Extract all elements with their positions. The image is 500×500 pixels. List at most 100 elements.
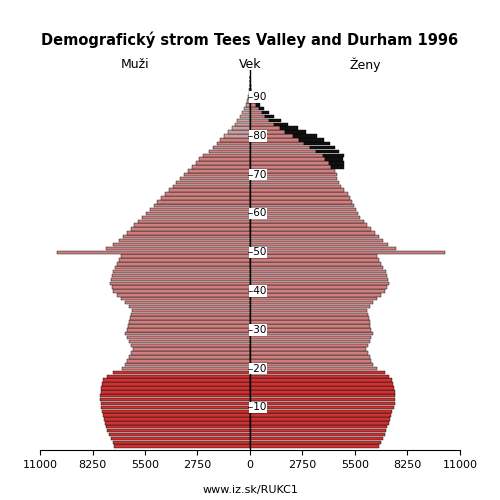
Bar (100, 398, 250, 402)
Bar (216, 142, 250, 146)
Bar (158, 200, 250, 203)
Bar (250, 444, 379, 448)
Bar (172, 184, 250, 188)
Bar (250, 320, 370, 324)
Bar (250, 425, 388, 428)
Bar (119, 258, 250, 262)
Bar (232, 126, 250, 130)
Bar (254, 100, 257, 102)
Bar (250, 348, 366, 351)
Bar (331, 165, 344, 168)
Bar (252, 96, 254, 99)
Bar (200, 158, 250, 161)
Bar (240, 115, 250, 118)
Bar (165, 192, 250, 196)
Bar (130, 320, 250, 324)
Bar (250, 390, 394, 394)
Bar (250, 224, 368, 227)
Bar (250, 103, 256, 106)
Bar (250, 312, 368, 316)
Bar (118, 293, 250, 296)
Bar (250, 192, 348, 196)
Text: 60: 60 (250, 208, 266, 218)
Bar (250, 382, 393, 386)
Text: Ženy: Ženy (349, 58, 381, 72)
Bar (246, 103, 250, 106)
Bar (250, 111, 262, 114)
Bar (238, 118, 250, 122)
Bar (310, 146, 335, 150)
Text: 50: 50 (250, 247, 266, 257)
Bar (129, 355, 250, 358)
Bar (250, 429, 386, 432)
Bar (250, 436, 382, 440)
Bar (132, 348, 250, 351)
Bar (250, 374, 388, 378)
Bar (250, 165, 331, 168)
Bar (250, 92, 252, 95)
Bar (250, 394, 396, 398)
Bar (250, 370, 385, 374)
Bar (274, 122, 288, 126)
Bar (102, 386, 250, 390)
Bar (154, 204, 250, 208)
Bar (250, 146, 310, 150)
Bar (250, 212, 358, 215)
Bar (262, 111, 269, 114)
Bar (250, 88, 251, 91)
Bar (259, 107, 264, 110)
Bar (129, 340, 250, 343)
Bar (250, 130, 286, 134)
Bar (250, 118, 269, 122)
Bar (250, 188, 344, 192)
Bar (266, 115, 274, 118)
Bar (250, 184, 340, 188)
Bar (250, 96, 252, 99)
Bar (250, 274, 386, 277)
Bar (250, 328, 372, 332)
Bar (102, 382, 250, 386)
Bar (250, 138, 298, 141)
Bar (130, 228, 250, 230)
Bar (138, 220, 250, 223)
Bar (250, 402, 394, 405)
Bar (250, 216, 360, 219)
Bar (250, 220, 364, 223)
Bar (142, 216, 250, 219)
Bar (250, 278, 388, 281)
Bar (293, 134, 317, 138)
Bar (107, 374, 250, 378)
Bar (203, 154, 250, 157)
Bar (256, 103, 260, 106)
Text: Muži: Muži (120, 58, 150, 71)
Bar (57, 250, 250, 254)
Bar (250, 107, 259, 110)
Bar (106, 246, 250, 250)
Bar (329, 162, 344, 165)
Bar (103, 414, 250, 417)
Bar (119, 239, 250, 242)
Bar (169, 188, 250, 192)
Bar (280, 126, 297, 130)
Bar (250, 169, 335, 172)
Bar (250, 406, 394, 409)
Bar (125, 301, 250, 304)
Bar (250, 200, 352, 203)
Bar (112, 370, 250, 374)
Bar (269, 118, 280, 122)
Bar (250, 158, 326, 161)
Bar (250, 154, 324, 157)
Bar (316, 150, 339, 153)
Bar (112, 440, 250, 444)
Bar (250, 250, 444, 254)
Text: 90: 90 (250, 92, 266, 102)
Bar (286, 130, 306, 134)
Bar (127, 231, 250, 234)
Bar (250, 122, 274, 126)
Bar (130, 344, 250, 347)
Bar (250, 243, 388, 246)
Bar (250, 367, 377, 370)
Bar (250, 262, 381, 266)
Bar (150, 208, 250, 212)
Text: 30: 30 (250, 325, 266, 335)
